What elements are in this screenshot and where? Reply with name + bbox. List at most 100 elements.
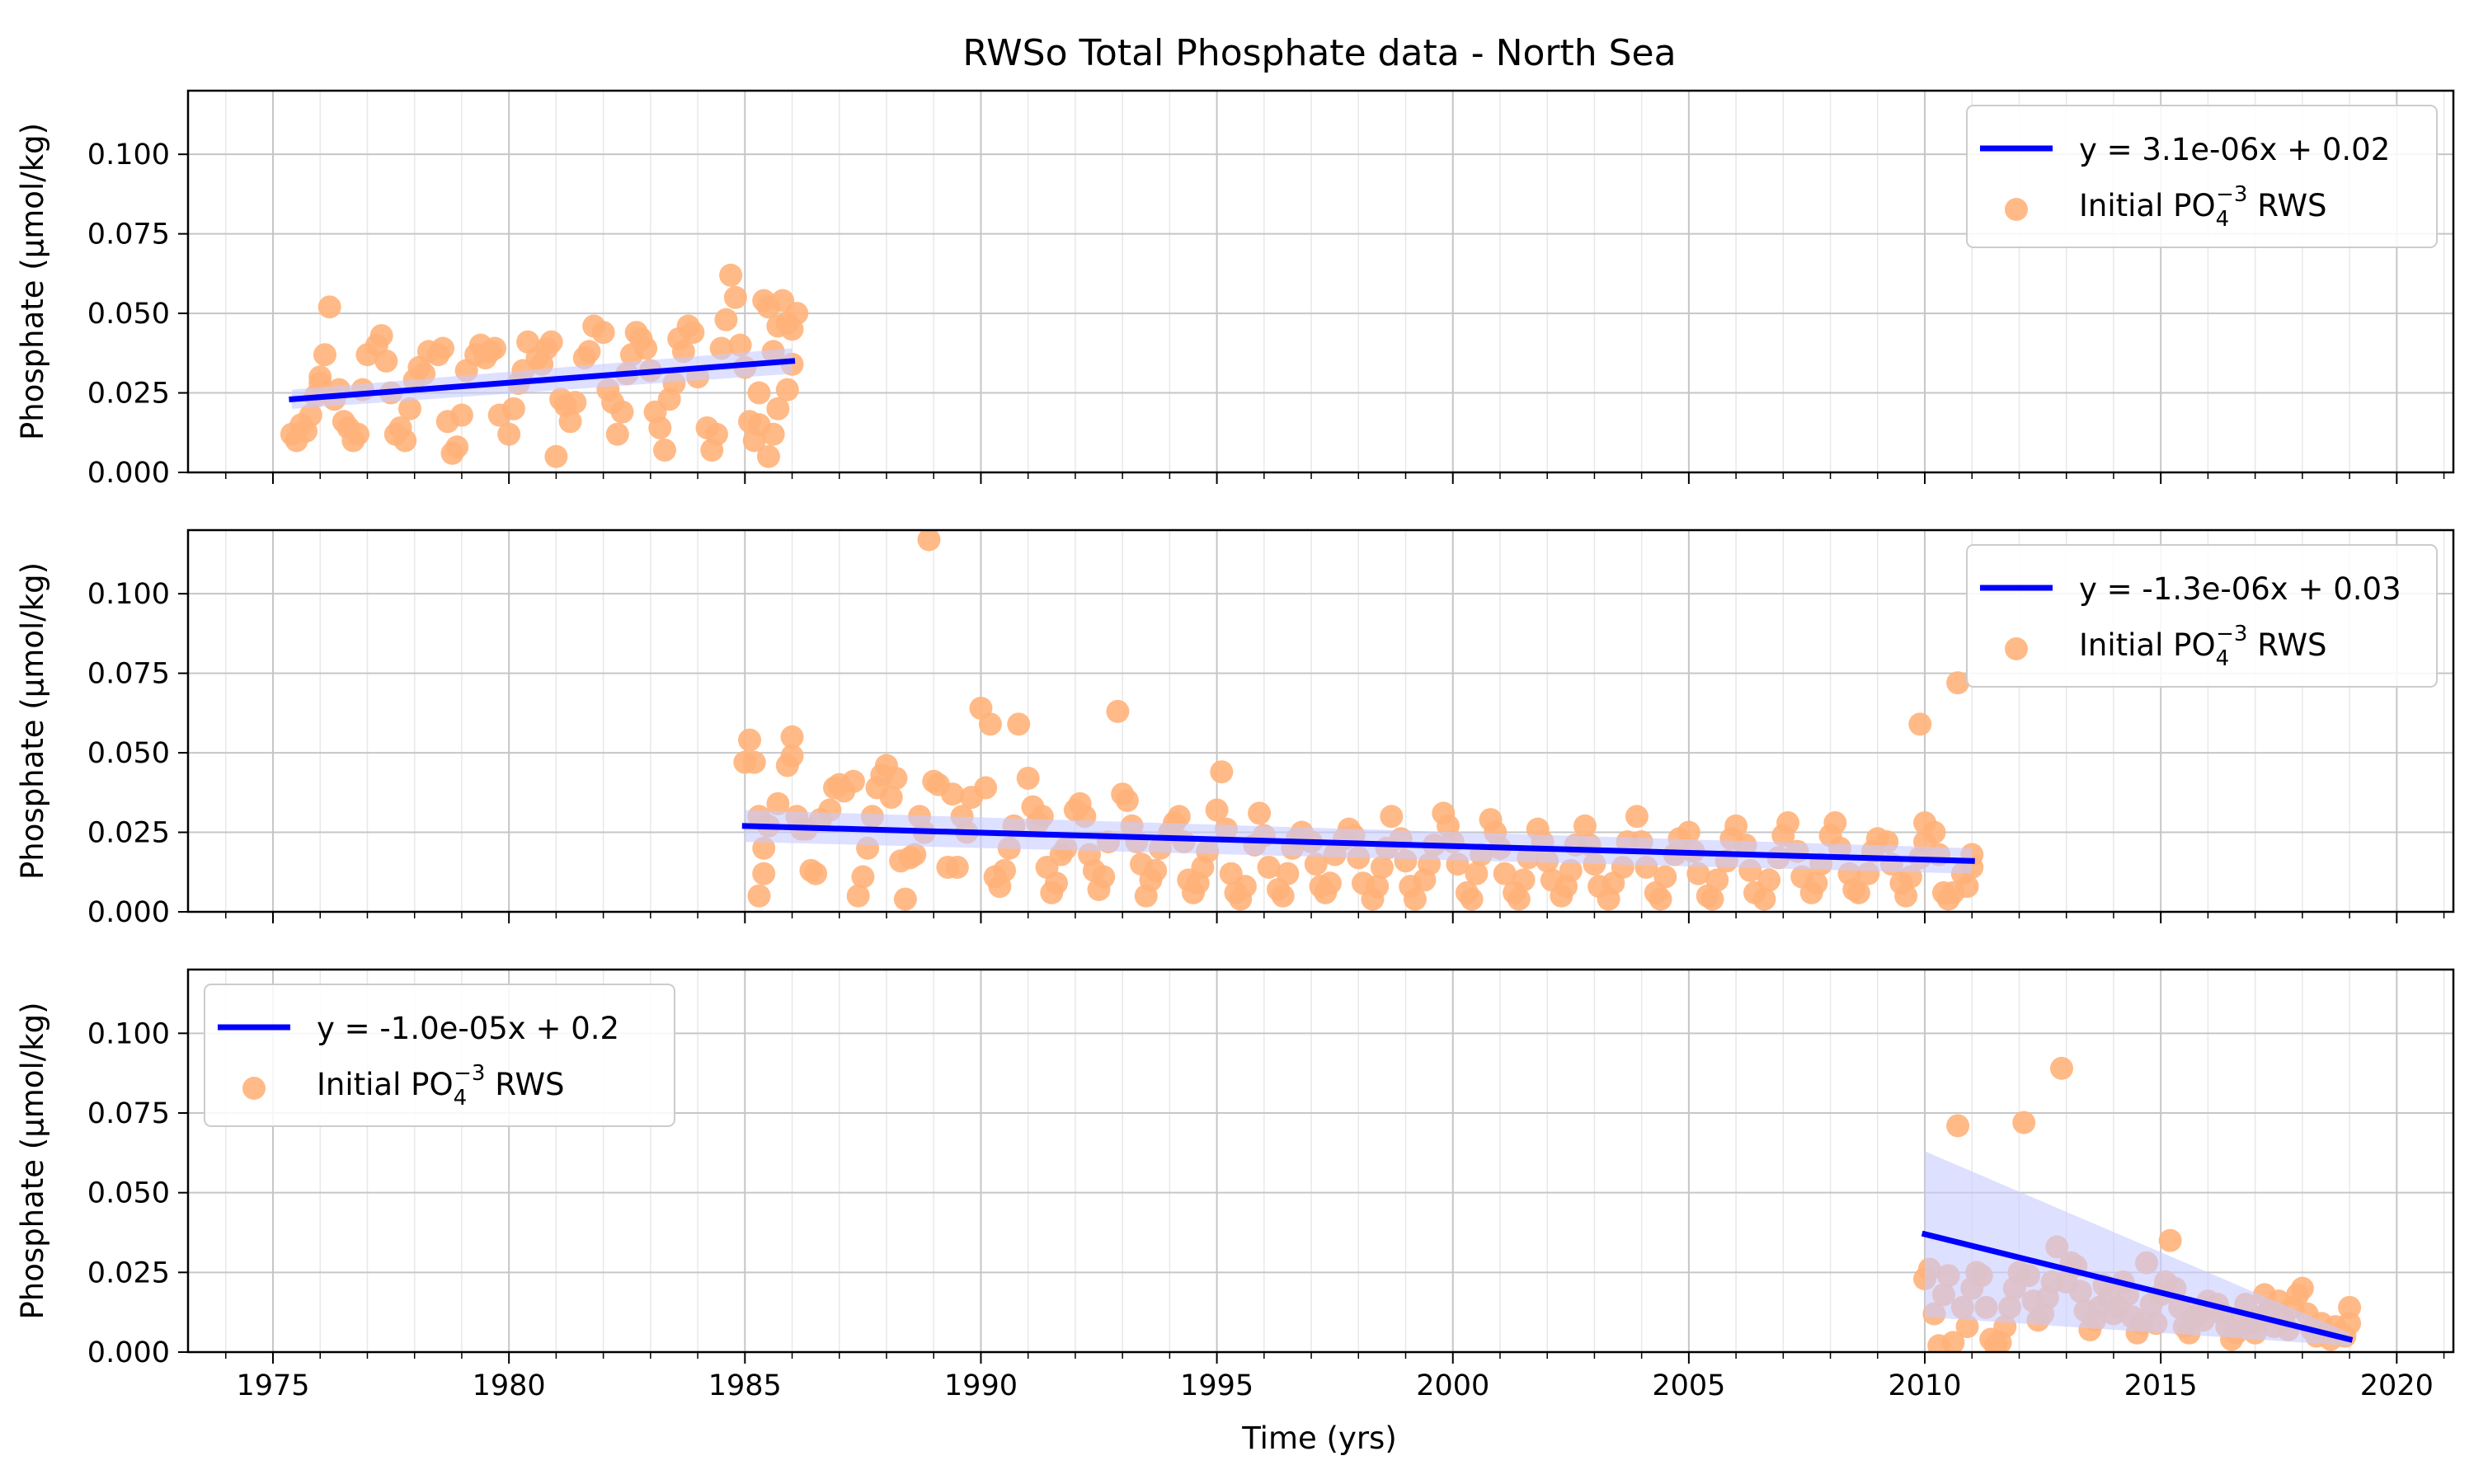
axes-frame — [186, 528, 2455, 913]
data-point — [1276, 862, 1300, 885]
data-point — [369, 324, 393, 348]
legend-box — [204, 984, 675, 1127]
legend-point-label-text: Initial PO — [2079, 627, 2216, 663]
data-point — [974, 776, 998, 800]
data-point — [1653, 865, 1677, 889]
legend-point-label: Initial PO4−3 RWS — [2079, 182, 2327, 232]
data-point — [1233, 875, 1257, 899]
data-point — [747, 884, 771, 908]
data-point — [563, 391, 587, 415]
data-point — [1776, 810, 1800, 834]
data-point — [317, 295, 341, 319]
data-point — [299, 403, 322, 427]
data-point — [431, 336, 455, 360]
data-point — [752, 862, 776, 885]
data-point — [1823, 810, 1847, 834]
data-point — [2290, 1276, 2314, 1300]
data-point — [544, 444, 568, 468]
y-tick-label: 0.025 — [87, 817, 170, 850]
data-point — [1649, 887, 1672, 911]
data-point — [591, 321, 615, 345]
data-point — [610, 400, 634, 424]
data-point — [1370, 855, 1394, 879]
x-tick-label: 1990 — [944, 1369, 1018, 1402]
x-tick-label: 2000 — [1416, 1369, 1489, 1402]
y-tick-label: 0.025 — [87, 378, 170, 411]
y-tick-label: 0.025 — [87, 1256, 170, 1289]
data-point — [1955, 875, 1979, 899]
y-axis-label: Phosphate (µmol/kg) — [15, 1002, 50, 1319]
data-point — [681, 321, 705, 345]
panel-data — [1913, 1056, 2362, 1352]
confidence-band — [1925, 1151, 2350, 1346]
data-point — [1016, 766, 1040, 790]
data-point — [1700, 887, 1724, 911]
data-point — [766, 397, 790, 420]
data-point — [945, 855, 969, 879]
data-point — [1686, 862, 1710, 885]
data-point — [742, 750, 766, 774]
data-point — [1205, 798, 1229, 822]
data-point — [374, 349, 398, 373]
trend-line — [1921, 1230, 2354, 1343]
data-point — [1366, 875, 1390, 899]
chart-title: RWSo Total Phosphate data - North Sea — [962, 32, 1676, 74]
y-tick-label: 0.100 — [87, 578, 170, 611]
data-point — [723, 285, 747, 309]
panel-data — [280, 263, 809, 468]
data-point — [482, 336, 506, 360]
data-point — [1573, 814, 1597, 838]
legend-point-label-text: Initial PO — [2079, 188, 2216, 223]
x-tick-label: 1995 — [1180, 1369, 1253, 1402]
data-point — [775, 378, 799, 402]
legend-point-label-subscript: 4 — [2216, 646, 2230, 671]
axes-frame — [186, 89, 2455, 474]
data-point — [1894, 884, 1918, 908]
data-point — [879, 786, 903, 810]
data-point — [846, 884, 870, 908]
legend-point-label: Initial PO4−3 RWS — [317, 1061, 565, 1111]
data-point — [1705, 868, 1729, 892]
data-point — [1465, 862, 1489, 885]
data-point — [1007, 712, 1031, 736]
data-point — [346, 422, 370, 446]
data-point — [841, 769, 865, 793]
legend: y = 3.1e-06x + 0.02 Initial PO4−3 RWS — [1966, 105, 2438, 248]
legend-point-label-text: Initial PO — [317, 1067, 454, 1102]
data-point — [761, 422, 785, 446]
y-axis-label: Phosphate (µmol/kg) — [15, 562, 50, 880]
data-point — [1625, 805, 1649, 829]
data-point — [704, 422, 728, 446]
panel-data — [733, 530, 1984, 911]
data-point — [780, 317, 804, 341]
data-point — [1380, 805, 1404, 829]
data-point — [978, 712, 1002, 736]
legend-point-swatch — [2005, 198, 2028, 221]
trend-line — [741, 823, 1975, 864]
data-point — [1248, 801, 1272, 825]
data-point — [1946, 1114, 1970, 1138]
data-point — [577, 340, 601, 364]
data-point — [1724, 814, 1748, 838]
data-point — [851, 865, 875, 889]
y-tick-label: 0.000 — [87, 1336, 170, 1369]
data-point — [313, 343, 336, 367]
data-point — [993, 858, 1017, 882]
x-axis-label: Time (yrs) — [1241, 1421, 1397, 1456]
data-point — [1846, 881, 1870, 904]
data-point — [1804, 871, 1828, 895]
trend-line — [289, 358, 796, 403]
x-tick-label: 2015 — [2124, 1369, 2198, 1402]
x-tick-label: 2020 — [2360, 1369, 2434, 1402]
data-point — [738, 728, 762, 752]
legend-line-label: y = -1.3e-06x + 0.03 — [2079, 571, 2401, 607]
data-point — [884, 766, 908, 790]
data-point — [497, 422, 521, 446]
data-point — [766, 791, 790, 815]
y-tick-label: 0.100 — [87, 139, 170, 171]
data-point — [747, 381, 771, 405]
y-tick-label: 0.075 — [87, 1097, 170, 1130]
panels-group: 0.000 0.025 0.050 0.075 0.100 Phosphate (µmol… — [15, 89, 2455, 1402]
data-point — [1318, 871, 1342, 895]
data-point — [719, 263, 743, 287]
